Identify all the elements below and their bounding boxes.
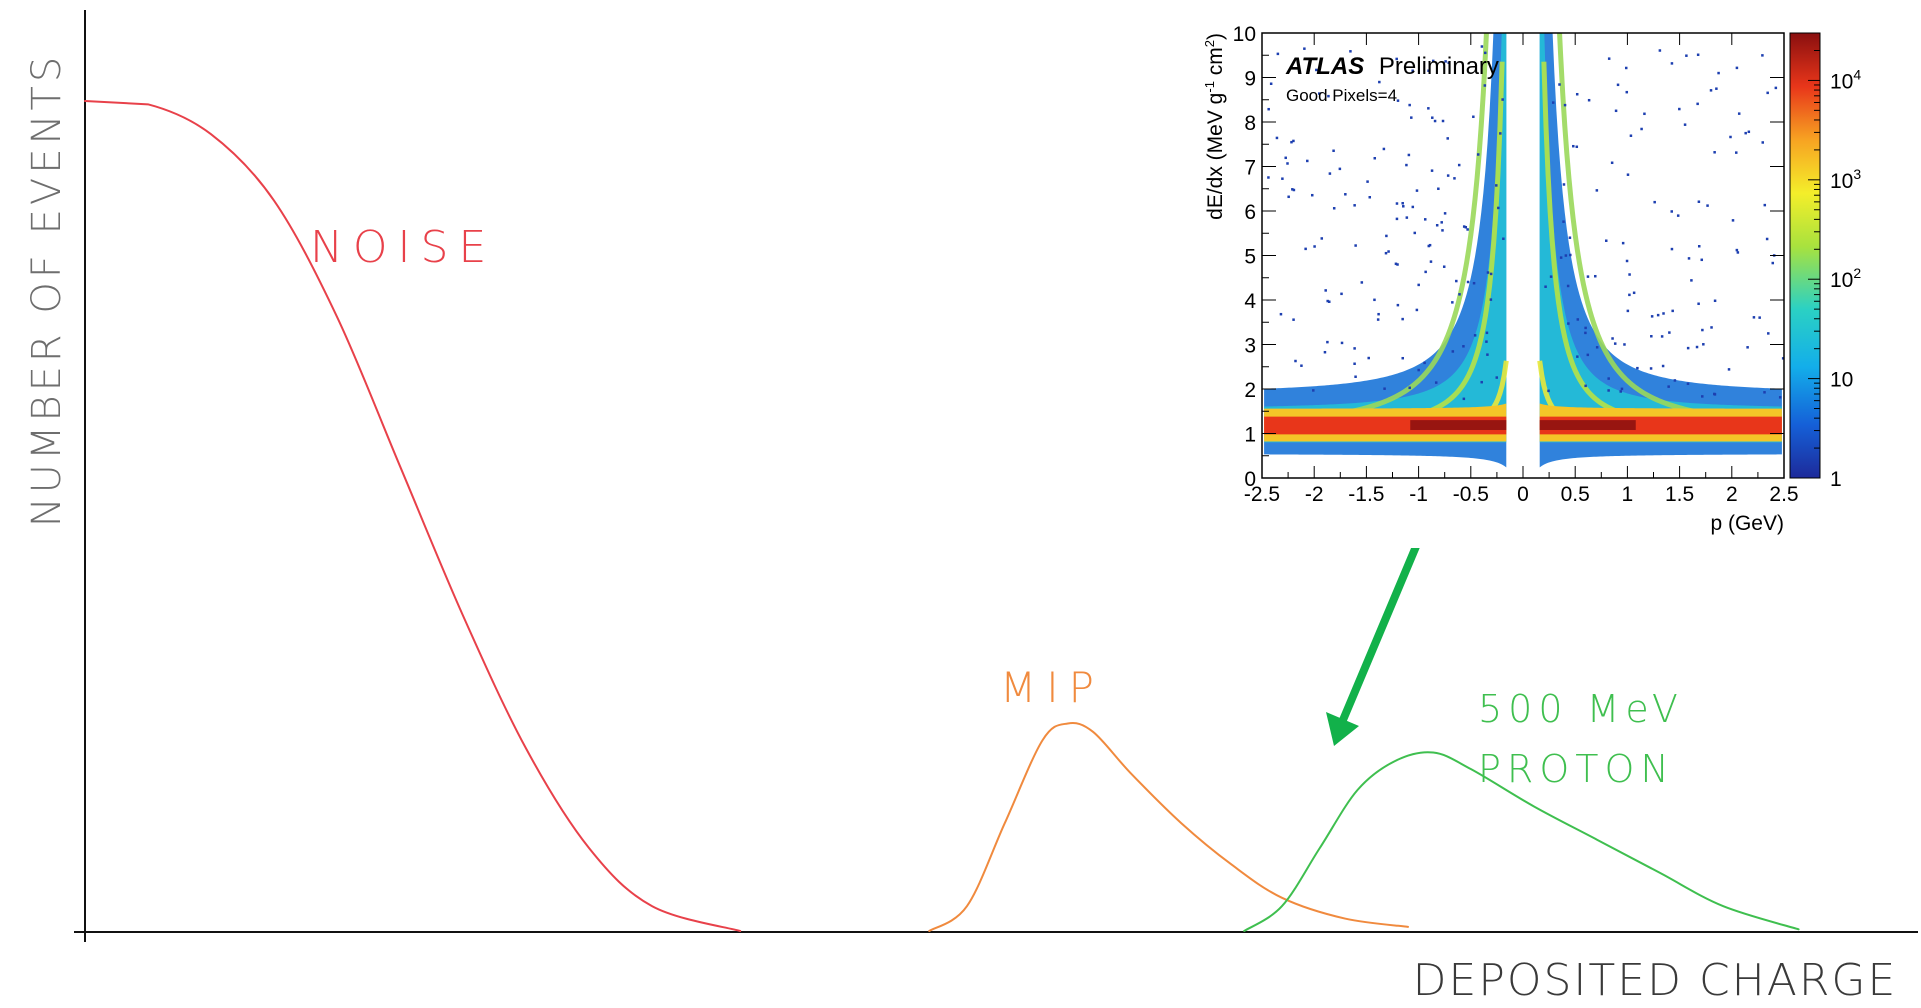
main-x-axis-label: DEPOSITED CHARGE (1413, 955, 1898, 1006)
series-line-mip (929, 723, 1408, 931)
green-arrow (1326, 537, 1420, 746)
heatmap-x-tick-label: -1 (1409, 483, 1428, 506)
colorbar (1790, 33, 1820, 478)
series-label-mip: MIP (1000, 663, 1104, 712)
heatmap-x-tick-label: 0 (1517, 483, 1529, 506)
heatmap-x-tick-label: 0.5 (1561, 483, 1590, 506)
heatmap-x-axis-label: p (GeV) (1710, 512, 1784, 535)
series-label-proton-line1: 500 MeV (1478, 687, 1684, 731)
heatmap-y-tick-label: 0 (1244, 468, 1256, 491)
heatmap-y-tick-label: 1 (1244, 424, 1256, 447)
heatmap-x-tick-label: -1.5 (1348, 483, 1384, 506)
colorbar-tick-label: 1 (1830, 468, 1842, 491)
colorbar-tick-label: 102 (1830, 265, 1861, 292)
colorbar-tick-label: 103 (1830, 166, 1861, 193)
heatmap-title: ATLAS Preliminary (1285, 53, 1499, 80)
heatmap-x-tick-label: 1.5 (1665, 483, 1694, 506)
main-y-axis-label: NUMBER OF EVENTS (24, 53, 70, 528)
heatmap-x-tick-label: 2.5 (1769, 483, 1798, 506)
heatmap-y-tick-label: 7 (1244, 157, 1256, 180)
heatmap-y-tick-label: 6 (1244, 201, 1256, 224)
inset-heatmap: -2.5 -2 -1.5 -1 -0.5 0 0.5 1 1.5 2 2.5 01234567891… (1202, 11, 1861, 548)
colorbar-tick-label: 104 (1830, 66, 1861, 93)
heatmap-y-tick-label: 5 (1244, 246, 1256, 269)
heatmap-y-tick-label: 9 (1244, 68, 1256, 91)
heatmap-y-tick-label: 10 (1233, 23, 1256, 46)
heatmap-y-tick-label: 4 (1244, 290, 1256, 313)
heatmap-y-tick-label: 2 (1244, 379, 1256, 402)
heatmap-x-tick-label: -2 (1305, 483, 1324, 506)
heatmap-y-tick-label: 3 (1244, 335, 1256, 358)
heatmap-annotation: Good Pixels=4 (1286, 86, 1397, 105)
heatmap-y-tick-label: 8 (1244, 112, 1256, 135)
series-label-noise: NOISE (310, 222, 496, 273)
colorbar-tick-label: 10 (1830, 369, 1853, 392)
heatmap-x-tick-label: -0.5 (1453, 483, 1489, 506)
series-label-proton-line2: PROTON (1478, 747, 1675, 791)
heatmap-y-axis-label: dE/dx (MeV g-1 cm2) (1202, 33, 1227, 220)
heatmap-x-tick-label: 1 (1622, 483, 1634, 506)
heatmap-x-tick-label: 2 (1726, 483, 1738, 506)
